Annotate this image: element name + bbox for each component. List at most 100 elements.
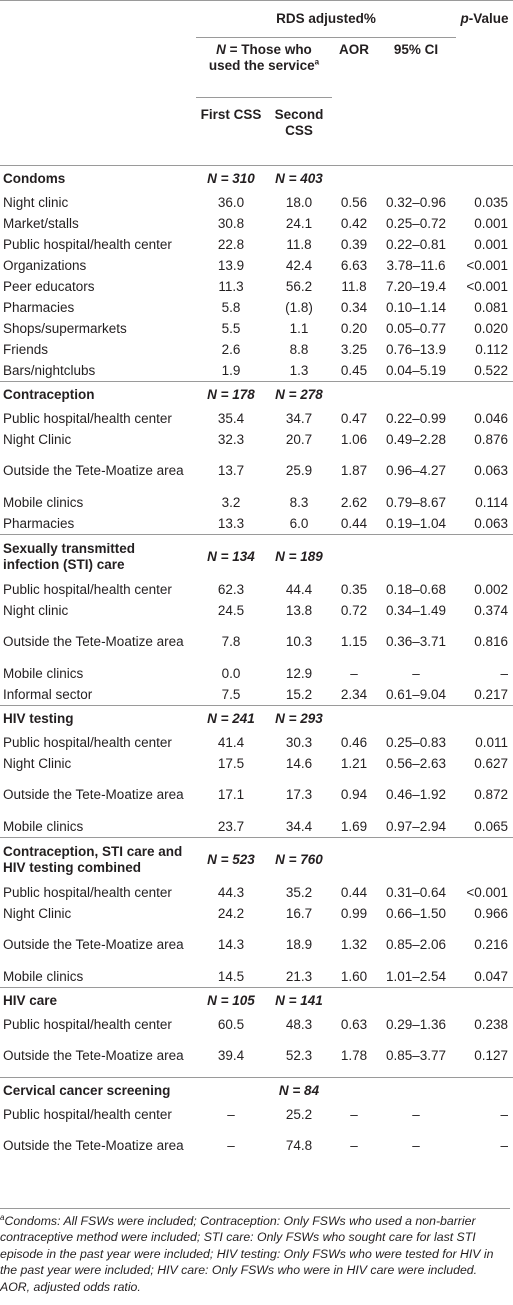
table-row: Pharmacies 13.3 6.0 0.44 0.19–1.04 0.063 xyxy=(0,513,513,535)
row-label: Mobile clinics xyxy=(3,494,84,510)
p-value: 0.966 xyxy=(474,905,509,921)
ci-value: – xyxy=(412,665,420,681)
empty-cell xyxy=(332,837,376,882)
section-header-row: Sexually transmitted infection (STI) car… xyxy=(0,534,513,579)
empty-cell xyxy=(456,705,513,732)
section-n-first xyxy=(196,1077,266,1104)
row-label: Outside the Tete-Moatize area xyxy=(3,1048,184,1063)
ci-value: 0.61–9.04 xyxy=(385,686,447,702)
section-n-second: N = 141 xyxy=(266,987,332,1014)
ci-value: 0.32–0.96 xyxy=(385,194,447,210)
row-label: Night clinic xyxy=(3,194,69,210)
table-row: Outside the Tete-Moatize area – 74.8 – – – xyxy=(0,1125,513,1167)
table-row: Night Clinic 24.2 16.7 0.99 0.66–1.50 0.966 xyxy=(0,903,513,924)
row-label: Night Clinic xyxy=(3,755,72,771)
first-css-value: 13.9 xyxy=(217,257,245,273)
ci-value: 0.34–1.49 xyxy=(385,602,447,618)
second-css-value: 48.3 xyxy=(285,1016,313,1032)
p-value: 0.063 xyxy=(474,515,509,531)
table-row: Mobile clinics 23.7 34.4 1.69 0.97–2.94 0.065 xyxy=(0,816,513,838)
p-value: 0.081 xyxy=(474,299,509,315)
second-css-value: 18.9 xyxy=(285,937,313,952)
first-css-value: 62.3 xyxy=(217,581,245,597)
section-label: Contraception xyxy=(0,381,196,408)
row-label: Organizations xyxy=(3,257,87,273)
second-css-value: 25.2 xyxy=(285,1106,313,1122)
ci-value: 0.85–2.06 xyxy=(385,937,447,952)
second-css-value: 8.3 xyxy=(289,494,309,510)
first-css-value: 5.8 xyxy=(221,299,241,315)
row-label: Night Clinic xyxy=(3,905,72,921)
section-n-first: N = 178 xyxy=(196,381,266,408)
empty-cell xyxy=(332,1077,376,1104)
section-header-row: Condoms N = 310 N = 403 xyxy=(0,165,513,192)
second-css-value: 34.4 xyxy=(285,818,313,834)
p-value: 0.020 xyxy=(474,320,509,336)
ci-value: 0.29–1.36 xyxy=(385,1016,447,1032)
ci-value: – xyxy=(412,1106,420,1122)
first-css-value: 23.7 xyxy=(217,818,245,834)
aor-value: 0.47 xyxy=(340,410,368,426)
p-value: 0.876 xyxy=(474,431,509,447)
first-css-value: 44.3 xyxy=(217,884,245,900)
ci-value: 0.19–1.04 xyxy=(385,515,447,531)
empty-cell xyxy=(376,381,457,408)
table-row: Outside the Tete-Moatize area 39.4 52.3 1.7… xyxy=(0,1035,513,1078)
p-value: 0.047 xyxy=(474,968,509,984)
p-value: 0.627 xyxy=(474,755,509,771)
ci-value: 0.04–5.19 xyxy=(385,362,447,378)
p-value: 0.002 xyxy=(474,581,509,597)
ci-value: 0.25–0.72 xyxy=(385,215,447,231)
row-label: Outside the Tete-Moatize area xyxy=(3,787,184,802)
p-value: 0.114 xyxy=(475,494,509,510)
row-label: Bars/nightclubs xyxy=(3,362,96,378)
first-css-value: – xyxy=(227,1106,235,1122)
ci-value: 0.05–0.77 xyxy=(385,320,447,336)
section-n-second: N = 293 xyxy=(266,705,332,732)
p-value: 0.035 xyxy=(474,194,509,210)
first-css-value: 41.4 xyxy=(217,734,245,750)
first-css-value: 35.4 xyxy=(217,410,245,426)
empty-cell xyxy=(456,837,513,882)
second-css-value: 34.7 xyxy=(285,410,313,426)
table-row: Mobile clinics 14.5 21.3 1.60 1.01–2.54 0.047 xyxy=(0,966,513,988)
aor-value: 0.44 xyxy=(340,515,368,531)
row-label: Pharmacies xyxy=(3,515,75,531)
first-css-value: 36.0 xyxy=(217,194,245,210)
p-value: 0.216 xyxy=(474,937,509,952)
p-value: 0.001 xyxy=(474,215,509,231)
section-n-first: N = 523 xyxy=(196,837,266,882)
first-css-value: 11.3 xyxy=(218,278,244,294)
aor-value: 0.42 xyxy=(340,215,368,231)
ci-value: 0.18–0.68 xyxy=(385,581,447,597)
empty-cell xyxy=(332,987,376,1014)
footnote-a: aCondoms: All FSWs were included; Contra… xyxy=(0,1212,494,1278)
table-row: Friends 2.6 8.8 3.25 0.76–13.9 0.112 xyxy=(0,339,513,360)
section-n-second: N = 403 xyxy=(266,165,332,192)
row-label: Public hospital/health center xyxy=(3,734,172,750)
section-n-second: N = 189 xyxy=(266,534,332,579)
second-css-value: 52.3 xyxy=(285,1048,313,1063)
first-css-value: 7.8 xyxy=(221,634,241,649)
aor-value: 0.34 xyxy=(340,299,368,315)
table-row: Public hospital/health center 35.4 34.7 0.4… xyxy=(0,408,513,429)
ci-value: 0.10–1.14 xyxy=(385,299,447,315)
row-label: Outside the Tete-Moatize area xyxy=(3,634,184,649)
empty-cell xyxy=(456,1077,513,1104)
p-value: – xyxy=(500,1106,509,1122)
aor-value: 2.62 xyxy=(340,494,368,510)
row-label: Public hospital/health center xyxy=(3,1106,172,1122)
table-footnote: aCondoms: All FSWs were included; Contra… xyxy=(0,1208,510,1295)
table-row: Bars/nightclubs 1.9 1.3 0.45 0.04–5.19 0.522 xyxy=(0,360,513,382)
ci-value: 0.96–4.27 xyxy=(385,463,447,478)
table-row: Night clinic 24.5 13.8 0.72 0.34–1.49 0.374 xyxy=(0,600,513,621)
aor-value: – xyxy=(350,665,358,681)
aor-value: 1.69 xyxy=(340,818,368,834)
first-css-value: 17.1 xyxy=(217,787,245,802)
first-css-value: 13.3 xyxy=(217,515,245,531)
aor-value: 1.87 xyxy=(340,463,368,478)
first-css-value: 14.5 xyxy=(217,968,245,984)
rds-adjusted-header: RDS adjusted% xyxy=(276,11,376,26)
ci-value: 0.85–3.77 xyxy=(385,1048,447,1063)
aor-value: 11.8 xyxy=(341,278,367,294)
